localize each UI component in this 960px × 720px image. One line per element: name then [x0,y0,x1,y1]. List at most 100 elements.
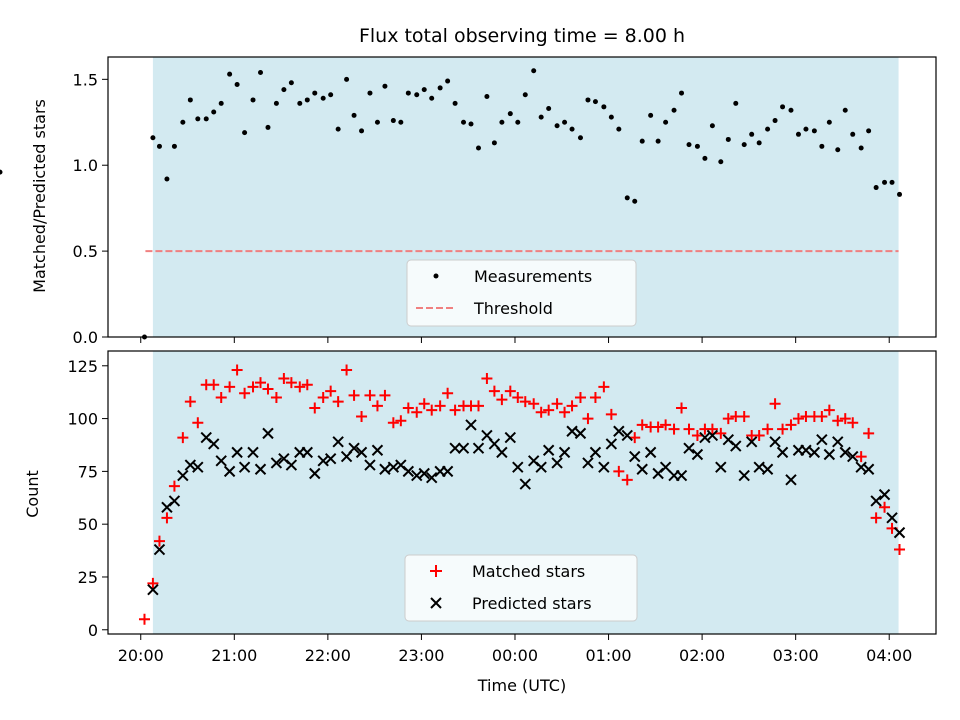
matched-star-point [855,451,867,463]
predicted-star-point [364,459,376,471]
predicted-star-point [441,465,454,478]
measurement-point [150,135,156,141]
matched-star-point [691,429,703,441]
x-tick-label: 23:00 [398,646,444,665]
matched-star-point [636,419,648,431]
x-tick-label: 21:00 [211,646,257,665]
matched-star-point [863,427,875,439]
measurement-point [608,114,614,120]
matched-star-point [613,465,625,477]
matched-star-point [147,577,159,589]
bottom-chart: Count Time (UTC) 0 25 50 75 100 125 20:00 21:0… [23,350,937,695]
matched-star-point [823,404,835,416]
measurement-point [273,100,279,106]
measurement-point [741,142,747,148]
matched-star-point [512,391,524,403]
predicted-star-point [402,465,415,478]
measurement-point [491,140,497,146]
measurement-point [780,104,786,110]
measurement-point [709,123,715,129]
matched-star-point [168,480,180,492]
top-x-ticks [140,337,890,343]
x-tick-label: 03:00 [773,646,819,665]
matched-star-point [153,535,165,547]
matched-star-point [582,413,594,425]
matched-star-point [528,398,540,410]
predicted-star-point [566,425,578,437]
bottom-legend: Matched stars Predicted stars [404,554,638,622]
matched-star-point [683,423,695,435]
matched-star-point [224,381,236,393]
measurement-point [515,119,521,125]
measurement-point [452,100,458,106]
predicted-star-point [761,463,774,475]
predicted-star-point [348,442,360,454]
measurement-point [382,83,388,89]
measurement-point [733,100,739,106]
measurement-point [772,118,778,124]
matched-star-point [621,474,633,486]
measurement-point [421,87,427,93]
matched-star-point [504,385,516,397]
top-legend: Measurements Threshold [406,259,637,327]
bottom-y-tick-label: 0 [88,621,98,640]
matched-star-point [706,423,718,435]
measurement-point [297,100,303,106]
predicted-star-point [893,526,906,539]
measurement-point [304,97,310,103]
matched-star-point [356,410,368,422]
matched-star-point [138,613,150,625]
predicted-star-point [301,446,313,459]
matched-star-point [676,402,688,414]
matched-star-point [629,432,641,444]
predicted-star-point [418,467,430,480]
measurement-point [320,95,326,101]
predicted-star-point [753,461,765,473]
matched-star-point [239,387,251,399]
matched-star-point [208,379,220,391]
matched-star-point [894,544,906,556]
predicted-star-point [839,446,851,459]
predicted-star-point [177,469,189,482]
bottom-y-tick-label: 75 [78,462,98,481]
measurement-point [468,121,474,127]
measurement-point [359,128,365,134]
x-tick-label: 04:00 [866,646,912,665]
measurement-point [882,179,888,185]
predicted-star-point [644,446,657,459]
measurement-point [195,116,201,122]
predicted-star-point [457,442,470,454]
measurement-point [187,97,193,103]
predicted-star-point [449,442,461,454]
measurement-point [351,112,357,118]
measurement-point [250,97,256,103]
predicted-star-point [371,444,384,456]
measurement-point [671,107,677,113]
matched-star-point [402,402,414,414]
matched-star-point [395,415,407,427]
predicted-star-point [262,427,274,440]
measurement-point [171,143,177,149]
measurement-point [538,114,544,120]
predicted-star-point [558,446,571,459]
measurement-point [569,126,575,132]
measurement-point [390,118,396,124]
top-y-tick-label: 1.5 [73,70,98,89]
matched-star-point [879,501,891,513]
x-axis-label: Time (UTC) [477,676,566,695]
matched-star-point [488,385,500,397]
measurement-point [725,136,731,142]
top-y-tick-label: 0.5 [73,242,98,261]
matched-star-point [598,381,610,393]
matched-star-point [715,427,727,439]
predicted-star-point [745,436,758,448]
measurement-point [585,97,591,103]
matched-star-point [589,391,601,403]
bottom-y-tick-label: 100 [67,410,98,429]
matched-star-point [551,398,563,410]
legend-threshold-label: Threshold [473,299,553,318]
bottom-plot-frame [107,350,937,635]
predicted-star-point [270,457,283,469]
matched-star-point [262,383,274,395]
measurement-point [842,107,848,113]
